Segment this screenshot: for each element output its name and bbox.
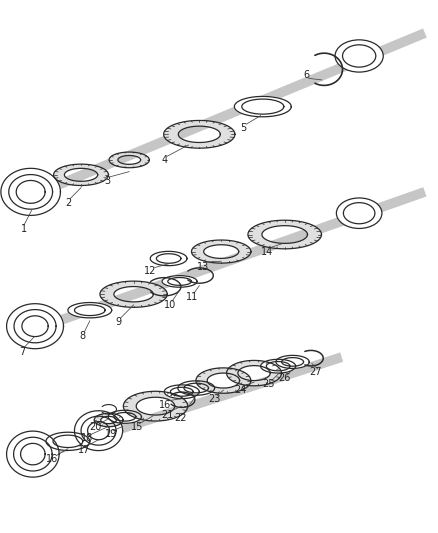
Text: 19: 19	[105, 430, 117, 439]
Polygon shape	[14, 437, 52, 471]
Text: 23: 23	[208, 394, 221, 403]
Text: 27: 27	[309, 367, 321, 377]
Polygon shape	[46, 432, 90, 450]
Polygon shape	[21, 443, 45, 465]
Polygon shape	[53, 164, 109, 185]
Polygon shape	[100, 281, 167, 308]
Polygon shape	[53, 435, 83, 448]
Polygon shape	[234, 96, 291, 117]
Polygon shape	[156, 254, 181, 263]
Polygon shape	[22, 316, 48, 336]
Polygon shape	[162, 276, 197, 287]
Ellipse shape	[336, 198, 382, 229]
Polygon shape	[7, 431, 59, 477]
Polygon shape	[242, 99, 284, 114]
Polygon shape	[170, 387, 193, 396]
Text: 10: 10	[164, 300, 176, 310]
Polygon shape	[74, 305, 105, 316]
Ellipse shape	[335, 40, 383, 72]
Polygon shape	[164, 385, 199, 399]
Polygon shape	[276, 356, 309, 368]
Polygon shape	[164, 120, 235, 148]
Text: 17: 17	[78, 446, 90, 455]
Polygon shape	[16, 181, 45, 203]
Text: 12: 12	[144, 266, 156, 276]
Text: 1: 1	[21, 224, 27, 234]
Text: 3: 3	[104, 176, 110, 186]
Text: 15: 15	[131, 423, 143, 432]
Text: 26: 26	[279, 374, 291, 383]
Text: 6: 6	[304, 70, 310, 79]
Ellipse shape	[343, 203, 375, 224]
Text: 13: 13	[197, 262, 209, 271]
Text: 18: 18	[81, 433, 93, 443]
Text: 8: 8	[79, 331, 85, 341]
Polygon shape	[68, 303, 112, 318]
Polygon shape	[94, 413, 123, 427]
Polygon shape	[184, 383, 208, 393]
Text: 25: 25	[263, 379, 275, 389]
Text: 9: 9	[115, 318, 121, 327]
Text: 16: 16	[46, 455, 59, 464]
Text: 5: 5	[240, 123, 246, 133]
Text: 2: 2	[65, 198, 71, 207]
Text: 21: 21	[161, 410, 173, 419]
Polygon shape	[108, 410, 141, 423]
Polygon shape	[88, 422, 110, 440]
Polygon shape	[266, 361, 290, 371]
Ellipse shape	[343, 45, 376, 67]
Polygon shape	[282, 358, 304, 366]
Text: 22: 22	[174, 414, 187, 423]
Polygon shape	[9, 175, 53, 209]
Polygon shape	[150, 252, 187, 265]
Polygon shape	[109, 152, 149, 168]
Text: 7: 7	[19, 347, 25, 357]
Polygon shape	[196, 368, 251, 393]
Polygon shape	[114, 413, 136, 421]
Polygon shape	[14, 310, 56, 343]
Text: 20: 20	[89, 423, 102, 432]
Polygon shape	[1, 168, 60, 215]
Text: 11: 11	[186, 292, 198, 302]
Polygon shape	[7, 304, 64, 349]
Polygon shape	[226, 360, 282, 386]
Polygon shape	[74, 411, 123, 450]
Polygon shape	[191, 240, 251, 263]
Polygon shape	[261, 359, 296, 373]
Text: 24: 24	[234, 385, 246, 395]
Text: 16: 16	[159, 400, 172, 410]
Polygon shape	[248, 220, 321, 249]
Text: 14: 14	[261, 247, 273, 256]
Polygon shape	[168, 278, 191, 285]
Text: 4: 4	[161, 155, 167, 165]
Polygon shape	[124, 391, 187, 421]
Polygon shape	[81, 416, 116, 445]
Polygon shape	[178, 381, 215, 395]
